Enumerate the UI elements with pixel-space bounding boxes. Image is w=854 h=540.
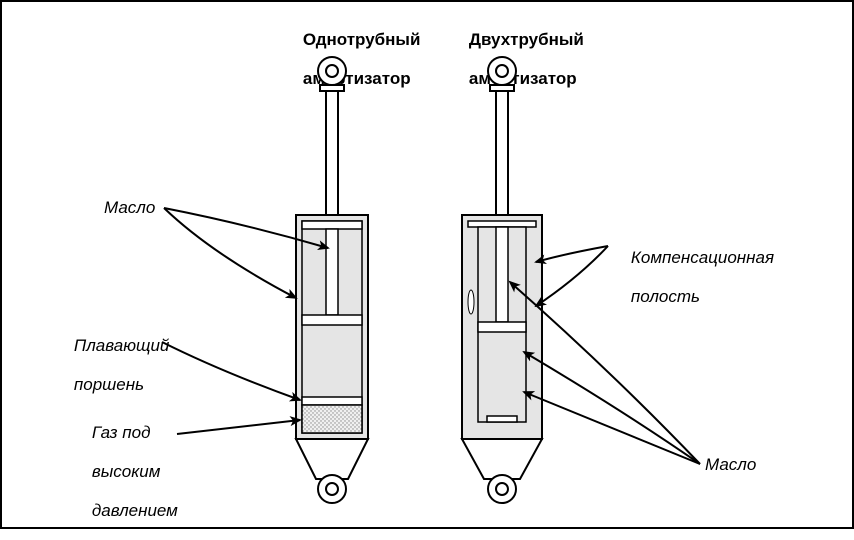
- twintube-rod-inside: [496, 227, 508, 322]
- monotube-rod: [326, 91, 338, 215]
- monotube-eye-top-inner: [326, 65, 338, 77]
- arrow-floating-piston: [162, 342, 300, 400]
- twintube-cone: [462, 439, 542, 479]
- diagram-canvas: Однотрубный амортизатор Двухтрубный амор…: [0, 0, 854, 529]
- arrow-oil-right-1: [524, 392, 700, 464]
- monotube-eye-bottom-inner: [326, 483, 338, 495]
- twintube-eye-top-inner: [496, 65, 508, 77]
- twintube-shock: [462, 57, 542, 503]
- monotube-floating-piston: [302, 397, 362, 405]
- twintube-seal: [468, 221, 536, 227]
- twintube-bubble: [468, 290, 474, 314]
- monotube-cone: [296, 439, 368, 479]
- arrow-oil-right-2: [524, 352, 700, 464]
- arrows-group: [162, 208, 700, 464]
- monotube-piston: [302, 315, 362, 325]
- twintube-piston: [478, 322, 526, 332]
- twintube-base-valve: [487, 416, 517, 422]
- twintube-rod: [496, 91, 508, 215]
- arrow-comp-2: [536, 246, 608, 306]
- monotube-gas-region: [302, 405, 362, 433]
- monotube-seal: [302, 221, 362, 229]
- arrow-gas: [177, 420, 300, 434]
- monotube-shock: [296, 57, 368, 503]
- arrow-comp-1: [536, 246, 608, 262]
- monotube-rod-inside: [326, 229, 338, 315]
- diagram-svg: [2, 2, 852, 527]
- twintube-eye-bottom-inner: [496, 483, 508, 495]
